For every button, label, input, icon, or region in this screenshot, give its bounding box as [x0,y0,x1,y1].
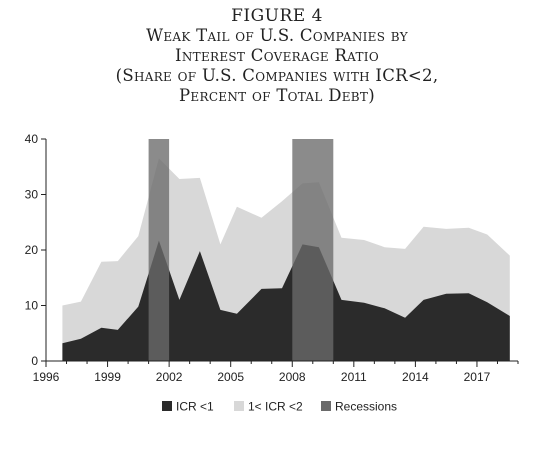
x-tick-label: 2011 [341,370,367,384]
y-tick-0: 0 [31,354,46,368]
legend-swatch [234,401,244,411]
legend-swatch [162,401,172,411]
title-line-4: Percent of Total Debt) [179,86,375,105]
recession-band-2 [292,139,334,361]
y-tick-label: 30 [25,188,39,202]
area-icr-below-1 [62,240,510,361]
x-tick-label: 1996 [33,370,60,384]
recession-band-1 [148,139,170,361]
title-line-2: Interest Coverage Ratio [175,46,379,65]
x-tick-2011: 2011 [341,370,367,384]
y-tick-label: 20 [25,243,39,257]
legend-label: ICR <1 [176,400,214,414]
y-tick-label: 10 [25,299,39,313]
x-tick-1996: 1996 [33,370,60,384]
title-line-1: Weak Tail of U.S. Companies by [146,26,408,45]
axes: 0 10 20 30 40 1996 1999 2002 2005 2008 2011 2014 201… [25,132,519,384]
figure-number: FIGURE 4 [231,6,323,26]
y-tick-label: 0 [31,354,38,368]
title-line-3: (Share of U.S. Companies with ICR<2, [115,66,439,85]
y-tick-20: 20 [25,243,46,257]
y-tick-label: 40 [25,132,39,146]
x-tick-label: 2017 [464,370,491,384]
legend: ICR <1 1< ICR <2 Recessions [162,400,397,414]
x-tick-label: 1999 [94,370,121,384]
x-tick-label: 2005 [217,370,244,384]
x-tick-label: 2002 [156,370,183,384]
y-tick-30: 30 [25,188,46,202]
x-tick-2002: 2002 [156,370,183,384]
series-dark-layer [62,240,510,361]
recession-layer [148,139,334,361]
x-tick-1999: 1999 [94,370,121,384]
x-tick-label: 2014 [402,370,429,384]
legend-item-1: ICR <1 [162,400,214,414]
legend-label: 1< ICR <2 [248,400,303,414]
x-tick-2005: 2005 [217,370,244,384]
x-tick-label: 2008 [279,370,306,384]
legend-swatch [321,401,331,411]
chart-title-block: FIGURE 4 Weak Tail of U.S. Companies by … [0,6,554,106]
x-tick-2008: 2008 [279,370,306,384]
x-tick-2017: 2017 [464,370,491,384]
y-tick-40: 40 [25,132,46,146]
legend-item-2: 1< ICR <2 [234,400,303,414]
y-tick-10: 10 [25,299,46,313]
legend-item-3: Recessions [321,400,397,414]
x-tick-2014: 2014 [402,370,429,384]
legend-label: Recessions [335,400,397,414]
